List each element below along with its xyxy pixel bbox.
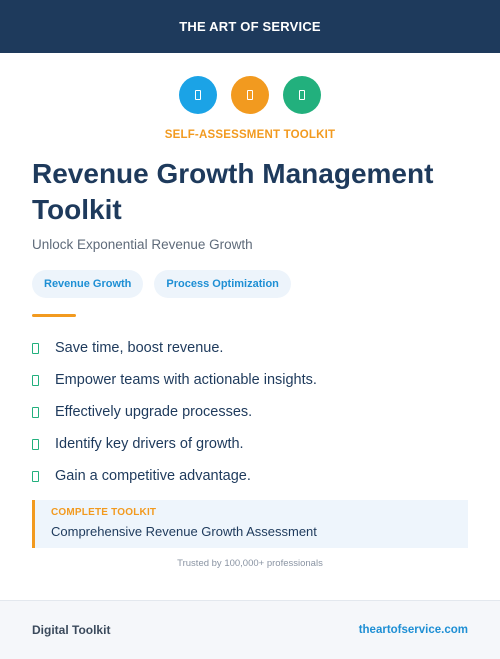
benefit-text: Save time, boost revenue.: [55, 340, 224, 356]
check-icon: [32, 342, 39, 354]
accent-divider: [32, 314, 76, 317]
check-icon: [32, 470, 39, 482]
icon-row: [0, 76, 500, 114]
footer-label: Digital Toolkit: [32, 623, 111, 637]
document-icon: [231, 76, 269, 114]
website-link[interactable]: theartofservice.com: [358, 624, 468, 636]
tag-process-optimization: Process Optimization: [154, 270, 291, 298]
callout-label: COMPLETE TOOLKIT: [51, 507, 157, 518]
callout-value: Comprehensive Revenue Growth Assessment: [51, 524, 317, 539]
page-subtitle: Unlock Exponential Revenue Growth: [32, 237, 253, 252]
clipboard-icon: [283, 76, 321, 114]
list-item: Empower teams with actionable insights.: [32, 364, 317, 396]
book-icon: [179, 76, 217, 114]
benefit-list: Save time, boost revenue. Empower teams …: [32, 332, 317, 492]
list-item: Save time, boost revenue.: [32, 332, 317, 364]
brand-name: THE ART OF SERVICE: [179, 19, 321, 34]
toolkit-kicker: SELF-ASSESSMENT TOOLKIT: [164, 129, 336, 141]
tag-list: Revenue Growth Process Optimization: [32, 270, 291, 298]
toolkit-callout: COMPLETE TOOLKIT Comprehensive Revenue G…: [32, 500, 468, 548]
tag-revenue-growth: Revenue Growth: [32, 270, 144, 298]
trust-note: Trusted by 100,000+ professionals: [177, 558, 323, 569]
list-item: Effectively upgrade processes.: [32, 396, 317, 428]
benefit-text: Empower teams with actionable insights.: [55, 372, 317, 388]
check-icon: [32, 374, 39, 386]
benefit-text: Identify key drivers of growth.: [55, 436, 244, 452]
benefit-text: Gain a competitive advantage.: [55, 468, 251, 484]
list-item: Gain a competitive advantage.: [32, 460, 317, 492]
check-icon: [32, 438, 39, 450]
footer: Digital Toolkit theartofservice.com: [0, 600, 500, 659]
top-banner: THE ART OF SERVICE: [0, 0, 500, 53]
check-icon: [32, 406, 39, 418]
list-item: Identify key drivers of growth.: [32, 428, 317, 460]
page-title: Revenue Growth Management Toolkit: [32, 158, 434, 225]
benefit-text: Effectively upgrade processes.: [55, 404, 253, 420]
